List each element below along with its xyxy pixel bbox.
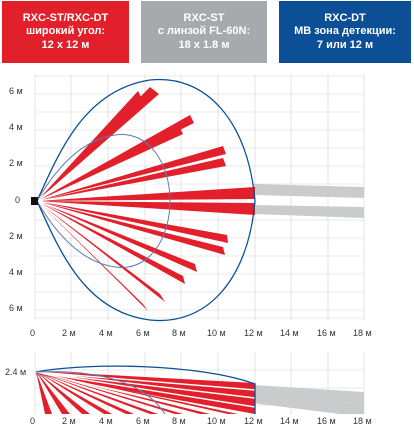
legend-microwave-subtitle: МВ зона детекции:: [294, 25, 396, 38]
y-tick-0: 0: [15, 195, 20, 205]
microwave-zone-7m: [36, 134, 171, 268]
x-tick-8: 8 м: [172, 328, 186, 338]
legend-lens-title: RXC-ST: [183, 11, 225, 24]
y-tick-4-bottom: 4 м: [9, 267, 23, 277]
side-height-label: 2.4 м: [5, 367, 26, 377]
legend-lens-range: 18 x 1.8 м: [178, 38, 230, 51]
legend-wide-angle: RXC-ST/RXC-DT широкий угол: 12 x 12 м: [2, 1, 129, 63]
long-range-zone: [253, 184, 364, 218]
legend-microwave-zone: RXC-DT МВ зона детекции: 7 или 12 м: [279, 1, 411, 63]
x-tick-6: 6 м: [136, 328, 150, 338]
x-tick-10: 10 м: [207, 328, 226, 338]
wide-angle-zone: [37, 87, 255, 311]
x-tick-18: 18 м: [353, 328, 372, 338]
side-x-tick-10: 10 м: [207, 416, 226, 426]
legend-microwave-range: 7 или 12 м: [316, 38, 374, 51]
y-tick-2-bottom: 2 м: [9, 231, 23, 241]
side-microwave-zone-7m: [35, 371, 166, 415]
x-tick-12: 12 м: [244, 328, 263, 338]
side-x-tick-4: 4 м: [99, 416, 113, 426]
y-tick-4-top: 4 м: [9, 122, 23, 132]
side-view-x-axis: 0 2 м 4 м 6 м 8 м 10 м 12 м 14 м 16 м 18…: [30, 416, 372, 426]
x-tick-4: 4 м: [99, 328, 113, 338]
side-x-tick-2: 2 м: [62, 416, 76, 426]
legend-microwave-title: RXC-DT: [324, 11, 366, 24]
side-x-tick-6: 6 м: [136, 416, 150, 426]
x-tick-16: 16 м: [317, 328, 336, 338]
side-x-tick-14: 14 м: [280, 416, 299, 426]
side-x-tick-0: 0: [30, 416, 35, 426]
microwave-zone-12m: [36, 78, 256, 322]
side-stripes: [35, 371, 256, 415]
legend-lens-subtitle: с линзой FL-60N:: [157, 25, 251, 38]
y-tick-6-top: 6 м: [9, 86, 23, 96]
y-tick-6-bottom: 6 м: [9, 303, 23, 313]
legend-wide-angle-title: RXC-ST/RXC-DT: [22, 11, 109, 24]
x-tick-14: 14 м: [280, 328, 299, 338]
side-x-tick-8: 8 м: [172, 416, 186, 426]
legend-long-range-lens: RXC-ST с линзой FL-60N: 18 x 1.8 м: [141, 1, 267, 63]
side-x-tick-18: 18 м: [353, 416, 372, 426]
wide-angle-stripes: [36, 100, 231, 291]
top-view-x-axis: 0 2 м 4 м 6 м 8 м 10 м 12 м 14 м 16 м 18…: [30, 328, 372, 338]
side-x-tick-12: 12 м: [244, 416, 263, 426]
x-tick-0: 0: [30, 328, 35, 338]
sensor-marker: [31, 197, 38, 205]
legend-wide-angle-range: 12 x 12 м: [41, 38, 90, 51]
side-microwave-zone-12m: [35, 365, 256, 414]
x-tick-2: 2 м: [62, 328, 76, 338]
side-x-tick-16: 16 м: [317, 416, 336, 426]
legend-wide-angle-subtitle: широкий угол:: [25, 25, 106, 38]
y-tick-2-top: 2 м: [9, 158, 23, 168]
